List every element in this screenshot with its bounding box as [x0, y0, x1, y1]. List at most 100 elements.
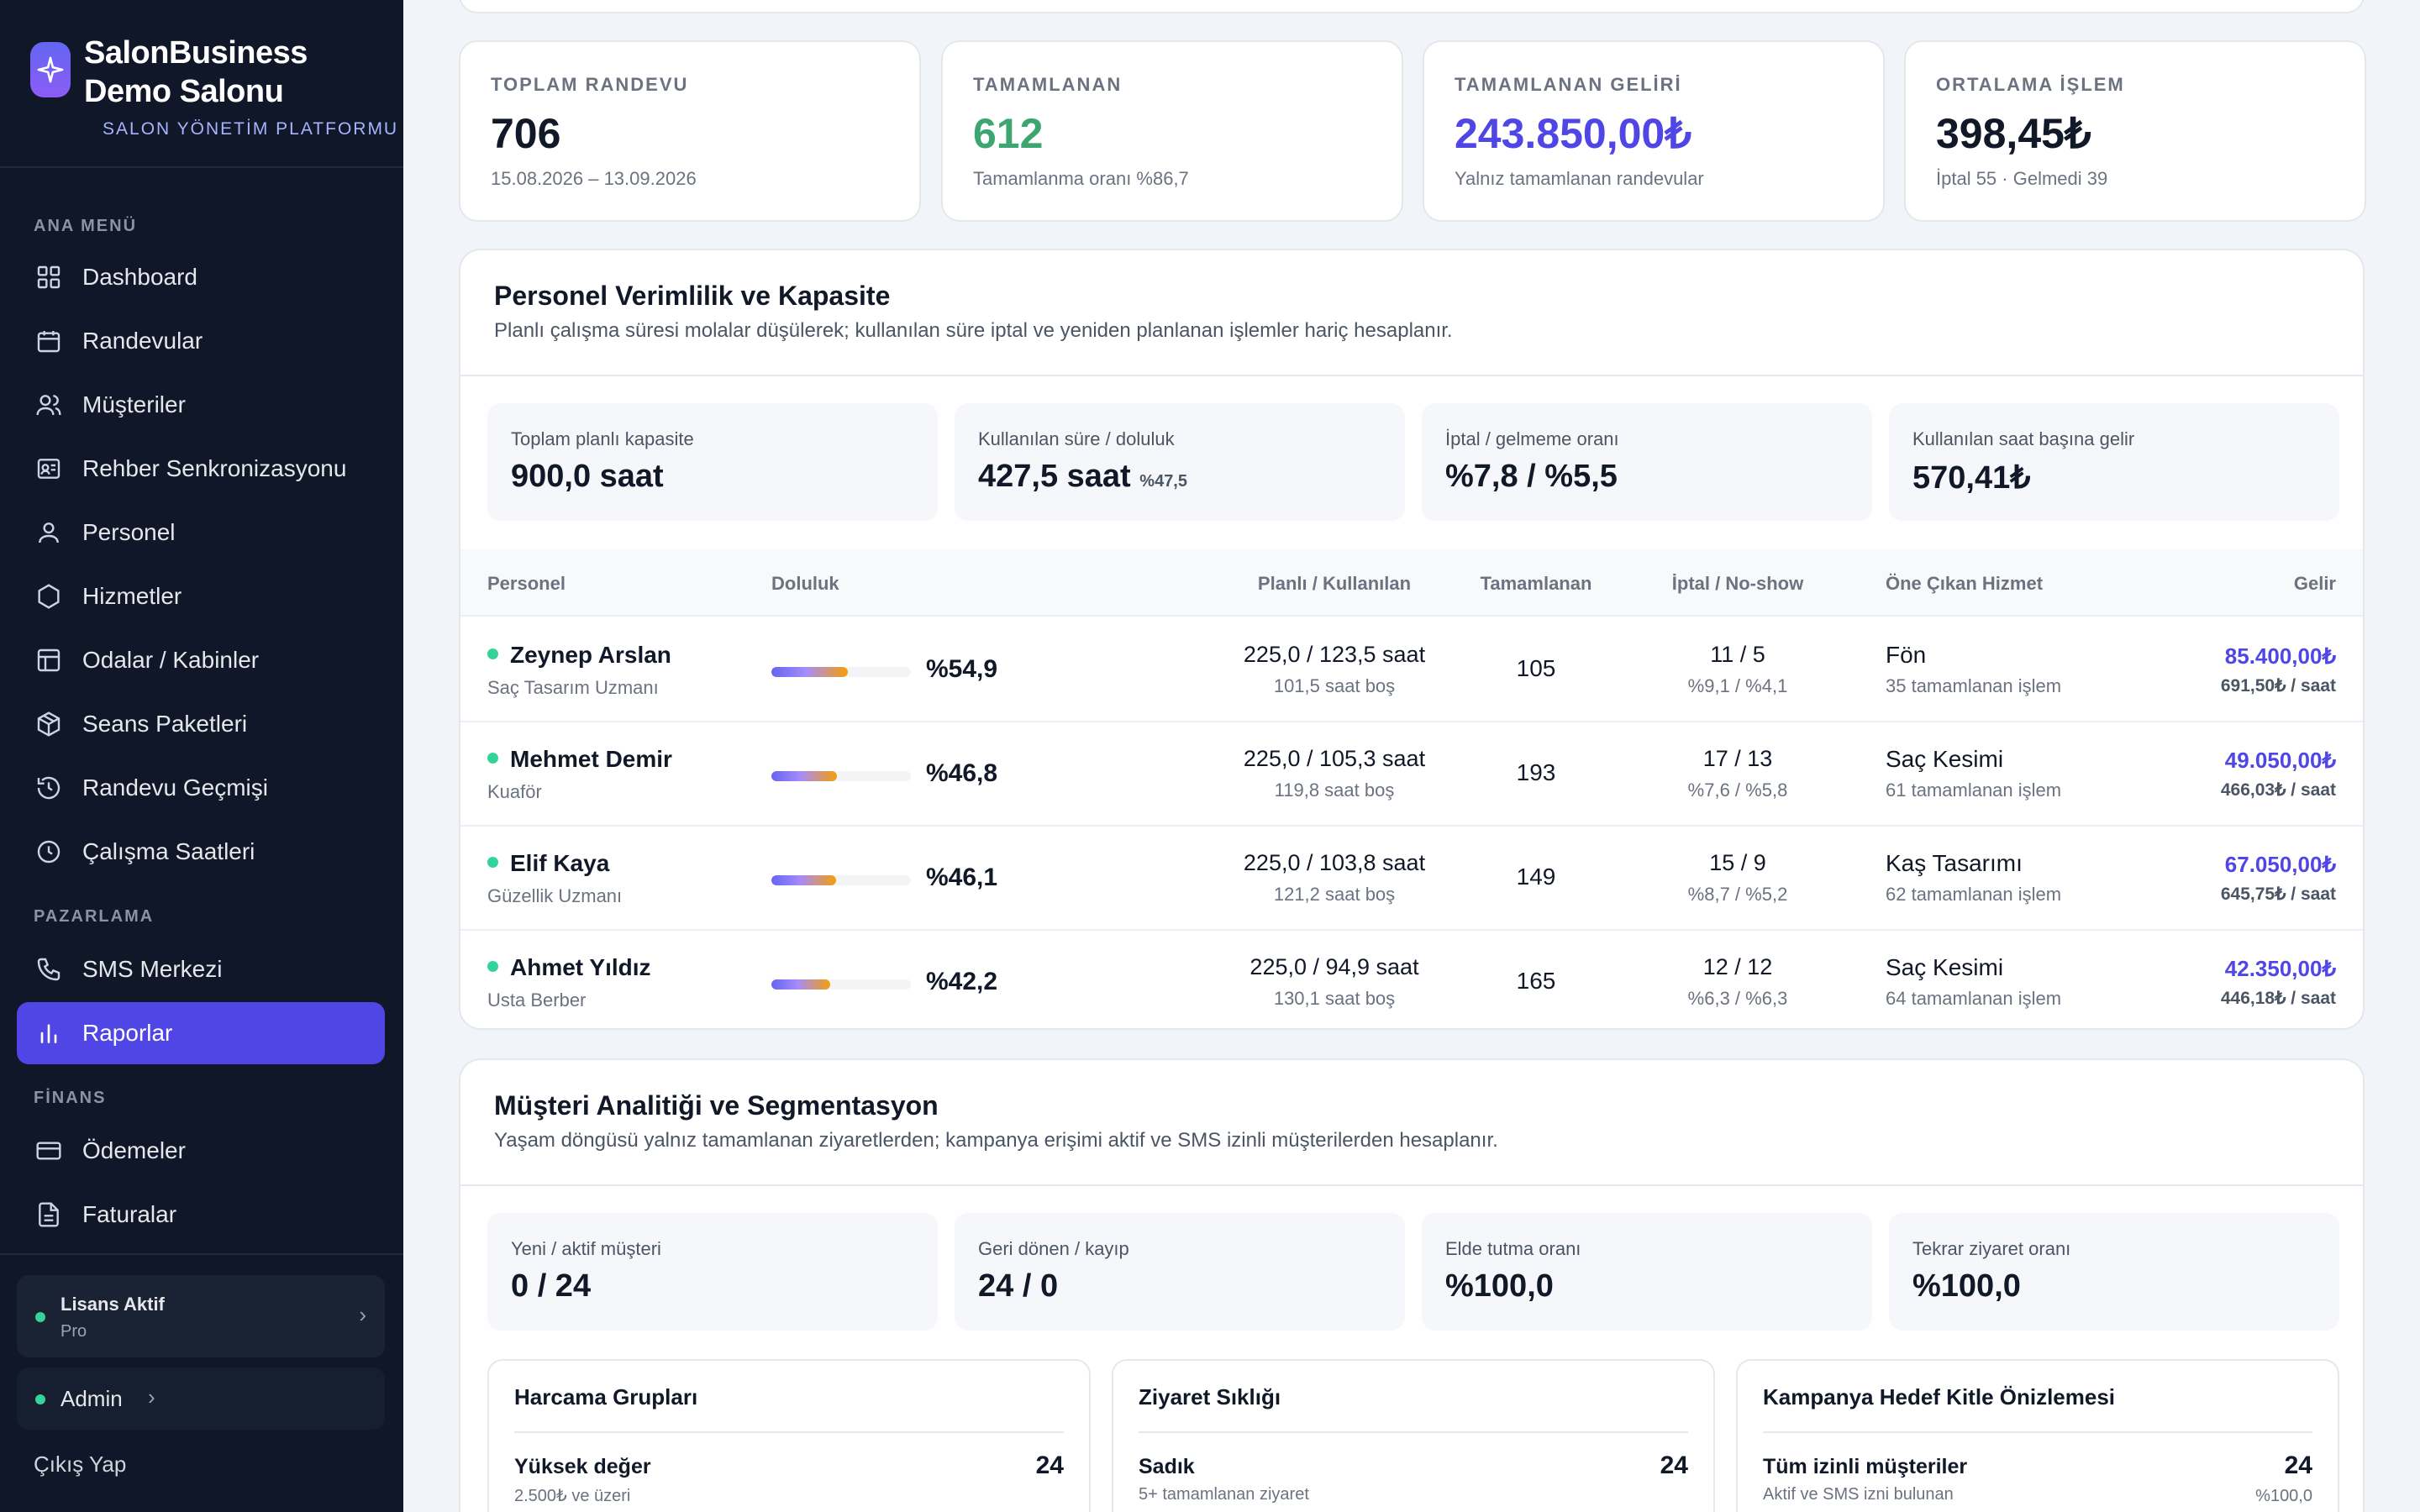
sidebar-item-label: Çalışma Saatleri	[82, 838, 255, 864]
column-header[interactable]: Tamamlanan	[1480, 573, 1592, 594]
sidebar-item-label: Randevu Geçmişi	[82, 774, 268, 801]
sidebar-item-customers[interactable]: Müşteriler	[17, 374, 385, 436]
calendar-icon	[34, 326, 64, 356]
cancel-noshow-count: 12 / 12	[1702, 954, 1773, 979]
grid-icon	[34, 262, 64, 292]
sidebar-item-services[interactable]: Hizmetler	[17, 565, 385, 627]
occupancy-bar	[771, 771, 911, 781]
planned-used-hours: 225,0 / 123,5 saat	[1243, 642, 1426, 667]
sidebar-item-label: Seans Paketleri	[82, 711, 248, 737]
occupancy-bar	[771, 979, 911, 990]
staff-name: Ahmet Yıldız	[487, 954, 651, 981]
kpi-value: %7,8 / %5,5	[1445, 459, 1618, 495]
staff-name: Zeynep Arslan	[487, 642, 671, 669]
stat-value: 398,45₺	[1936, 110, 2091, 157]
kpi-value: 900,0 saat	[511, 459, 664, 495]
card-title: Harcama Grupları	[514, 1384, 698, 1410]
top-service-count: 62 tamamlanan işlem	[1886, 884, 2062, 905]
column-header[interactable]: Personel	[487, 573, 566, 594]
staff-role: Saç Tasarım Uzmanı	[487, 677, 659, 698]
table-row[interactable]: Zeynep Arslan Saç Tasarım Uzmanı %54,9 225,…	[460, 618, 2363, 722]
stat-total-appointments: TOPLAM RANDEVU 706 15.08.2026 – 13.09.20…	[459, 40, 921, 222]
card-title: Ziyaret Sıklığı	[1139, 1384, 1281, 1410]
stat-completed-revenue: TAMAMLANAN GELİRİ 243.850,00₺ Yalnız tam…	[1423, 40, 1885, 222]
status-dot	[35, 1394, 45, 1404]
sidebar-item-label: SMS Merkezi	[82, 956, 223, 982]
kpi-value: 24 / 0	[978, 1268, 1059, 1304]
layout-icon	[34, 645, 64, 675]
main-content: TOPLAM RANDEVU 706 15.08.2026 – 13.09.20…	[403, 0, 2420, 1512]
kpi-card: Yeni / aktif müşteri 0 / 24	[487, 1213, 938, 1331]
logout-link[interactable]: Çıkış Yap	[34, 1452, 127, 1477]
kpi-value: %100,0	[1445, 1268, 1554, 1304]
kpi-card: Elde tutma oranı %100,0	[1422, 1213, 1872, 1331]
column-header[interactable]: Planlı / Kullanılan	[1257, 573, 1412, 594]
completed-count: 165	[1516, 968, 1556, 994]
occupancy-bar-fill	[771, 875, 836, 885]
divider	[1139, 1431, 1688, 1433]
sidebar-item-invoices[interactable]: Faturalar	[17, 1184, 385, 1246]
column-header[interactable]: Öne Çıkan Hizmet	[1886, 573, 2044, 594]
user-icon	[34, 517, 64, 548]
admin-label: Admin	[60, 1386, 123, 1411]
completed-count: 149	[1516, 864, 1556, 890]
sidebar-item-working-hours[interactable]: Çalışma Saatleri	[17, 821, 385, 883]
occupancy-bar	[771, 667, 911, 677]
section-heading-marketing: PAZARLAMA	[34, 907, 155, 926]
sidebar-item-reports[interactable]: Raporlar	[17, 1002, 385, 1064]
stat-value: 706	[491, 110, 561, 157]
panel-title: Personel Verimlilik ve Kapasite	[494, 281, 891, 311]
sidebar-item-appointments[interactable]: Randevular	[17, 310, 385, 372]
top-service-count: 35 tamamlanan işlem	[1886, 675, 2062, 696]
stat-sub: 15.08.2026 – 13.09.2026	[491, 168, 697, 189]
sidebar-item-sms[interactable]: SMS Merkezi	[17, 938, 385, 1000]
license-status[interactable]: Lisans Aktif Pro ›	[17, 1275, 385, 1357]
stat-label: TOPLAM RANDEVU	[491, 74, 689, 95]
planned-used-hours: 225,0 / 103,8 saat	[1243, 850, 1426, 875]
sparkle-logo-icon	[30, 42, 71, 97]
users-icon	[34, 390, 64, 420]
table-row[interactable]: Elif Kaya Güzellik Uzmanı %46,1 225,0 / 103…	[460, 827, 2363, 931]
column-header[interactable]: Gelir	[2293, 573, 2336, 594]
sidebar-item-label: Rehber Senkronizasyonu	[82, 455, 347, 481]
sidebar-item-label: Ödemeler	[82, 1137, 186, 1163]
sidebar-item-label: Randevular	[82, 328, 203, 354]
segment-count: 24	[2284, 1452, 2312, 1479]
table-row[interactable]: Ahmet Yıldız Usta Berber %42,2 225,0 / 94,9…	[460, 931, 2363, 1028]
revenue-value: 42.350,00₺	[2224, 956, 2336, 981]
sidebar-item-payments[interactable]: Ödemeler	[17, 1120, 385, 1182]
admin-menu[interactable]: Admin ›	[17, 1368, 385, 1430]
sidebar-item-packages[interactable]: Seans Paketleri	[17, 693, 385, 755]
planned-used-hours: 225,0 / 105,3 saat	[1243, 746, 1426, 771]
sidebar-item-history[interactable]: Randevu Geçmişi	[17, 757, 385, 819]
divider	[514, 1431, 1064, 1433]
cancel-noshow-rates: %9,1 / %4,1	[1687, 675, 1788, 696]
stat-average-transaction: ORTALAMA İŞLEM 398,45₺ İptal 55 · Gelmed…	[1904, 40, 2366, 222]
sidebar: SalonBusiness Demo Salonu SALON YÖNETİM …	[0, 0, 403, 1512]
occupancy-percent: %46,8	[926, 759, 998, 787]
sidebar-item-label: Raporlar	[82, 1020, 173, 1046]
cancel-noshow-count: 11 / 5	[1710, 642, 1765, 667]
spending-groups-card[interactable]: Harcama Grupları Yüksek değer 2.500₺ ve …	[487, 1359, 1091, 1512]
sidebar-divider	[0, 1253, 403, 1255]
sidebar-item-rooms[interactable]: Odalar / Kabinler	[17, 629, 385, 691]
credit-card-icon	[34, 1136, 64, 1166]
stat-label: TAMAMLANAN GELİRİ	[1455, 74, 1682, 95]
table-row[interactable]: Mehmet Demir Kuaför %46,8 225,0 / 105,3 saa…	[460, 722, 2363, 827]
kpi-label: Kullanılan saat başına gelir	[1912, 428, 2135, 449]
package-icon	[34, 709, 64, 739]
license-plan: Pro	[60, 1322, 87, 1341]
sidebar-item-dashboard[interactable]: Dashboard	[17, 246, 385, 308]
stat-label: TAMAMLANAN	[973, 74, 1123, 95]
staff-name: Elif Kaya	[487, 850, 609, 877]
column-header[interactable]: Doluluk	[771, 573, 839, 594]
occupancy-bar-fill	[771, 771, 837, 781]
sidebar-item-label: Hizmetler	[82, 583, 182, 609]
sidebar-item-contact-sync[interactable]: Rehber Senkronizasyonu	[17, 438, 385, 500]
campaign-audience-card[interactable]: Kampanya Hedef Kitle Önizlemesi Tüm izin…	[1736, 1359, 2339, 1512]
kpi-label: Toplam planlı kapasite	[511, 428, 694, 449]
column-header[interactable]: İptal / No-show	[1671, 573, 1804, 594]
visit-frequency-card[interactable]: Ziyaret Sıklığı Sadık 5+ tamamlanan ziya…	[1112, 1359, 1715, 1512]
brand-name-line1: SalonBusiness	[84, 35, 308, 71]
sidebar-item-staff[interactable]: Personel	[17, 501, 385, 564]
